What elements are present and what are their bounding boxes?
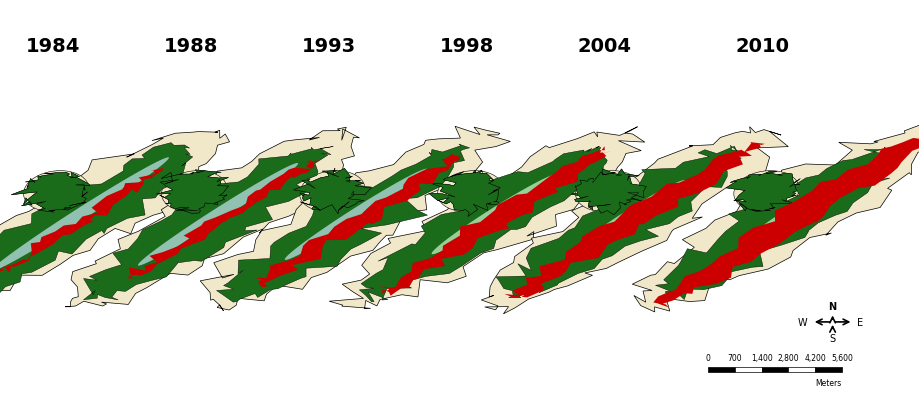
Bar <box>734 367 761 372</box>
Text: 1998: 1998 <box>439 37 494 56</box>
Polygon shape <box>0 169 163 273</box>
Text: 700: 700 <box>727 354 742 363</box>
Polygon shape <box>0 158 169 272</box>
Polygon shape <box>162 171 227 212</box>
Bar <box>708 367 734 372</box>
Text: E: E <box>857 317 863 327</box>
Bar <box>814 367 841 372</box>
Text: 2010: 2010 <box>735 37 789 56</box>
Text: N: N <box>828 301 835 311</box>
Polygon shape <box>631 123 919 312</box>
Text: 0: 0 <box>705 354 710 363</box>
Polygon shape <box>481 127 788 314</box>
Polygon shape <box>300 171 365 212</box>
Polygon shape <box>380 147 611 296</box>
Polygon shape <box>495 146 743 298</box>
Text: 1,400: 1,400 <box>750 354 772 363</box>
Text: 2,800: 2,800 <box>777 354 799 363</box>
Text: Meters: Meters <box>814 378 841 387</box>
Polygon shape <box>285 169 426 260</box>
Polygon shape <box>0 143 193 301</box>
Polygon shape <box>0 131 230 310</box>
Polygon shape <box>138 164 298 266</box>
Polygon shape <box>575 171 641 212</box>
Polygon shape <box>65 128 359 307</box>
Polygon shape <box>437 171 503 212</box>
Polygon shape <box>11 173 90 213</box>
Text: W: W <box>798 317 807 327</box>
Bar <box>761 367 788 372</box>
Polygon shape <box>504 143 764 298</box>
Polygon shape <box>255 154 461 287</box>
Polygon shape <box>293 169 371 214</box>
Polygon shape <box>156 171 229 214</box>
Text: 1988: 1988 <box>164 37 218 56</box>
Polygon shape <box>733 171 799 212</box>
Polygon shape <box>652 136 919 308</box>
Polygon shape <box>725 172 800 212</box>
Polygon shape <box>744 186 834 243</box>
Polygon shape <box>431 175 556 254</box>
Text: 4,200: 4,200 <box>803 354 825 363</box>
Text: 2004: 2004 <box>577 37 631 56</box>
Polygon shape <box>359 147 607 302</box>
Polygon shape <box>128 160 320 279</box>
Polygon shape <box>24 171 89 212</box>
Text: S: S <box>829 333 834 343</box>
Polygon shape <box>654 145 905 300</box>
Polygon shape <box>578 180 685 249</box>
Polygon shape <box>571 169 645 215</box>
Polygon shape <box>84 147 333 300</box>
Text: 1984: 1984 <box>26 37 80 56</box>
Bar <box>788 367 814 372</box>
Polygon shape <box>428 171 500 217</box>
Polygon shape <box>200 127 510 311</box>
Polygon shape <box>329 128 644 309</box>
Text: 5,600: 5,600 <box>830 354 852 363</box>
Polygon shape <box>216 145 469 302</box>
Text: 1993: 1993 <box>301 37 356 56</box>
